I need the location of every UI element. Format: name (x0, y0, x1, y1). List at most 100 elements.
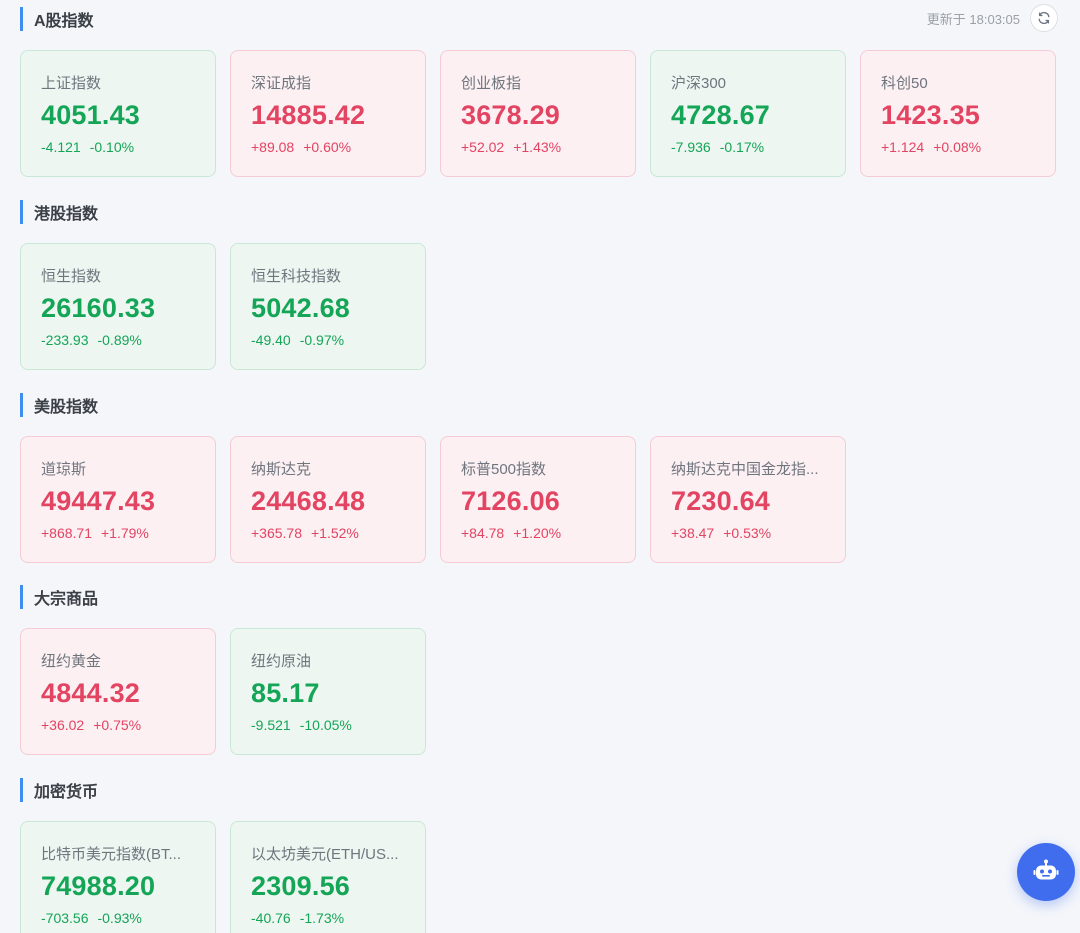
index-change-percent: +1.20% (513, 525, 562, 541)
index-change: +36.02 (41, 717, 85, 733)
index-name: 标普500指数 (461, 461, 547, 478)
section-title: 大宗商品 (20, 585, 1060, 609)
index-value: 24468.48 (251, 486, 366, 516)
index-name: 纽约原油 (251, 653, 312, 670)
index-name: 创业板指 (461, 75, 522, 92)
index-card[interactable]: 恒生科技指数 5042.68 -49.40 -0.97% (230, 243, 426, 370)
index-name: 深证成指 (251, 75, 312, 92)
index-value: 5042.68 (251, 293, 350, 323)
index-change-row: +38.47 +0.53% (671, 525, 845, 541)
index-change-percent: +0.75% (93, 717, 142, 733)
index-change-row: +1.124 +0.08% (881, 139, 1055, 155)
index-name: 沪深300 (671, 75, 727, 92)
index-card[interactable]: 上证指数 4051.43 -4.121 -0.10% (20, 50, 216, 177)
index-value: 26160.33 (41, 293, 156, 323)
index-change: -703.56 (41, 910, 89, 926)
index-card[interactable]: 标普500指数 7126.06 +84.78 +1.20% (440, 436, 636, 563)
index-card[interactable]: 沪深300 4728.67 -7.936 -0.17% (650, 50, 846, 177)
section-hk-stocks: 港股指数 恒生指数 26160.33 -233.93 -0.89% 恒生科技指数… (20, 200, 1060, 370)
index-card[interactable]: 纽约黄金 4844.32 +36.02 +0.75% (20, 628, 216, 755)
index-name: 纽约黄金 (41, 653, 102, 670)
index-card[interactable]: 纳斯达克 24468.48 +365.78 +1.52% (230, 436, 426, 563)
card-list: 比特币美元指数(BT... 74988.20 -703.56 -0.93% 以太… (20, 821, 1060, 933)
index-change-percent: -0.89% (97, 332, 142, 348)
index-change-row: +365.78 +1.52% (251, 525, 425, 541)
index-change: +38.47 (671, 525, 715, 541)
index-name: 纳斯达克中国金龙指... (671, 461, 819, 478)
section-title: 港股指数 (20, 200, 1060, 224)
index-card[interactable]: 科创50 1423.35 +1.124 +0.08% (860, 50, 1056, 177)
index-card[interactable]: 比特币美元指数(BT... 74988.20 -703.56 -0.93% (20, 821, 216, 933)
index-value: 14885.42 (251, 100, 366, 130)
index-change-row: +89.08 +0.60% (251, 139, 425, 155)
index-card[interactable]: 深证成指 14885.42 +89.08 +0.60% (230, 50, 426, 177)
index-change: +1.124 (881, 139, 925, 155)
index-card[interactable]: 恒生指数 26160.33 -233.93 -0.89% (20, 243, 216, 370)
index-change-percent: -10.05% (299, 717, 352, 733)
index-change-row: -49.40 -0.97% (251, 332, 425, 348)
assistant-button[interactable] (1017, 843, 1075, 901)
card-list: 纽约黄金 4844.32 +36.02 +0.75% 纽约原油 85.17 -9… (20, 628, 1060, 755)
index-change-row: -9.521 -10.05% (251, 717, 425, 733)
index-change-percent: -1.73% (299, 910, 345, 926)
index-value: 2309.56 (251, 871, 350, 901)
index-value: 74988.20 (41, 871, 156, 901)
card-list: 道琼斯 49447.43 +868.71 +1.79% 纳斯达克 24468.4… (20, 436, 1060, 563)
index-change-percent: -0.97% (299, 332, 345, 348)
index-change-row: +868.71 +1.79% (41, 525, 215, 541)
index-change-percent: +1.79% (101, 525, 149, 541)
index-card[interactable]: 以太坊美元(ETH/US... 2309.56 -40.76 -1.73% (230, 821, 426, 933)
index-change-percent: -0.93% (97, 910, 142, 926)
section-crypto: 加密货币 比特币美元指数(BT... 74988.20 -703.56 -0.9… (20, 778, 1060, 933)
index-change: -7.936 (671, 139, 711, 155)
index-name: 恒生科技指数 (251, 268, 342, 285)
index-name: 道琼斯 (41, 461, 87, 478)
index-card[interactable]: 创业板指 3678.29 +52.02 +1.43% (440, 50, 636, 177)
index-change: -233.93 (41, 332, 89, 348)
section-a-shares: A股指数 上证指数 4051.43 -4.121 -0.10% 深证成指 148… (20, 7, 1060, 177)
index-change-percent: +1.43% (513, 139, 562, 155)
index-change: +868.71 (41, 525, 92, 541)
index-change-percent: -0.17% (719, 139, 765, 155)
index-card[interactable]: 纽约原油 85.17 -9.521 -10.05% (230, 628, 426, 755)
section-title: 美股指数 (20, 393, 1060, 417)
index-change-row: -233.93 -0.89% (41, 332, 215, 348)
card-list: 恒生指数 26160.33 -233.93 -0.89% 恒生科技指数 5042… (20, 243, 1060, 370)
index-change-percent: -0.10% (89, 139, 135, 155)
index-value: 4051.43 (41, 100, 140, 130)
index-value: 7126.06 (461, 486, 560, 516)
index-value: 49447.43 (41, 486, 156, 516)
index-change-row: -7.936 -0.17% (671, 139, 845, 155)
index-change: +89.08 (251, 139, 295, 155)
index-name: 上证指数 (41, 75, 102, 92)
index-change-row: +84.78 +1.20% (461, 525, 635, 541)
index-name: 恒生指数 (41, 268, 102, 285)
index-card[interactable]: 道琼斯 49447.43 +868.71 +1.79% (20, 436, 216, 563)
index-change-row: -703.56 -0.93% (41, 910, 215, 926)
index-change: -49.40 (251, 332, 291, 348)
section-us-stocks: 美股指数 道琼斯 49447.43 +868.71 +1.79% 纳斯达克 24… (20, 393, 1060, 563)
section-title: A股指数 (20, 7, 1060, 31)
card-list: 上证指数 4051.43 -4.121 -0.10% 深证成指 14885.42… (20, 50, 1060, 177)
index-change: -9.521 (251, 717, 291, 733)
index-change: +84.78 (461, 525, 505, 541)
index-value: 7230.64 (671, 486, 770, 516)
index-change-percent: +0.60% (303, 139, 352, 155)
index-change-row: -40.76 -1.73% (251, 910, 425, 926)
index-change-percent: +0.08% (933, 139, 982, 155)
index-change-percent: +1.52% (311, 525, 359, 541)
index-change-row: +36.02 +0.75% (41, 717, 215, 733)
index-name: 以太坊美元(ETH/US... (251, 846, 399, 863)
index-change-percent: +0.53% (723, 525, 772, 541)
index-change-row: -4.121 -0.10% (41, 139, 215, 155)
refresh-button[interactable] (1030, 4, 1058, 32)
index-value: 4844.32 (41, 678, 140, 708)
index-card[interactable]: 纳斯达克中国金龙指... 7230.64 +38.47 +0.53% (650, 436, 846, 563)
index-change: +52.02 (461, 139, 505, 155)
update-time: 更新于 18:03:05 (926, 11, 1020, 27)
update-bar: 更新于 18:03:05 (927, 4, 1058, 32)
section-title: 加密货币 (20, 778, 1060, 802)
index-name: 科创50 (881, 75, 928, 92)
index-change: +365.78 (251, 525, 302, 541)
